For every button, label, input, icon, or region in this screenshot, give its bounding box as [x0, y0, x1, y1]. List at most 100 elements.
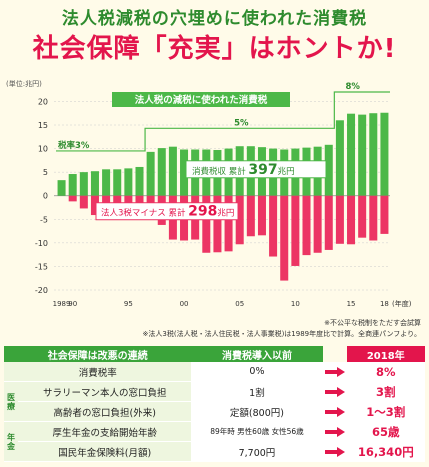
- x-tick-label: 10: [291, 300, 300, 308]
- row-label: 消費税率: [4, 362, 192, 382]
- chart-title-box: [112, 92, 290, 107]
- bar-corporate: [347, 195, 356, 245]
- bar-consumption: [113, 169, 122, 196]
- y-tick-label: 0: [43, 192, 48, 201]
- callout-consumption: 消費税収 累計 397兆円: [192, 162, 295, 178]
- arrow-right-icon: [322, 441, 347, 462]
- arrow-right-icon: [322, 362, 347, 382]
- arrow-right-icon: [322, 421, 347, 442]
- table-row: 消費税率 0% 8%: [4, 362, 425, 382]
- row-label: 高齢者の窓口負担(外来): [18, 401, 192, 422]
- callout-corporate-box: [95, 202, 239, 221]
- bar-consumption: [57, 180, 66, 196]
- table-header-2018: 2018年: [346, 346, 425, 362]
- bar-corporate: [269, 195, 278, 257]
- bar-chart: (単位:兆円) 20 15 10 5 0 -5 -10 -15 -20 税率3% 5% 8% 法人税の減税…: [6, 79, 412, 308]
- row-after: 3割: [346, 381, 425, 402]
- bar-corporate: [202, 195, 211, 253]
- y-tick-label: -20: [35, 286, 48, 295]
- x-tick-label: 00: [180, 300, 189, 308]
- table-row: 国民年金保険料(月額) 7,700円 16,340円: [4, 441, 425, 462]
- y-tick-label: 20: [38, 97, 48, 106]
- y-tick-label: 5: [43, 168, 48, 177]
- subtitle-heading: 法人税減税の穴埋めに使われた消費税: [61, 9, 368, 29]
- row-before: 89年時 男性60歳 女性56歳: [191, 421, 323, 442]
- row-after: 1～3割: [346, 401, 425, 422]
- main-title: 社会保障「充実」はホントか!: [32, 34, 397, 64]
- rate-label-5: 5%: [234, 118, 249, 128]
- row-label: 厚生年金の支給開始年齢: [18, 421, 192, 442]
- bar-consumption: [324, 144, 333, 196]
- bar-consumption: [124, 168, 133, 196]
- callout-consumption-box: [185, 160, 327, 179]
- x-unit-label: (年度): [392, 299, 412, 308]
- bar-corporate: [68, 195, 77, 202]
- chart-title: 法人税の減税に使われた消費税: [135, 94, 268, 106]
- table-row: 高齢者の窓口負担(外来) 定額(800円) 1～3割: [4, 401, 425, 422]
- bar-consumption: [135, 166, 144, 196]
- x-tick-label: 18: [380, 300, 389, 308]
- bar-consumption: [180, 149, 189, 196]
- x-tick-label: 15: [347, 300, 356, 308]
- bar-consumption: [335, 120, 344, 196]
- y-tick-label: -10: [35, 239, 48, 248]
- y-tick-label: 15: [38, 121, 48, 130]
- x-tick-label: 05: [235, 300, 244, 308]
- bar-consumption: [358, 114, 367, 196]
- bar-corporate: [302, 195, 311, 256]
- y-tick-label: 10: [38, 145, 48, 154]
- callout-corporate: 法人3税マイナス 累計 298兆円: [101, 204, 234, 220]
- table-header-topic: 社会保障は改悪の連続: [4, 346, 192, 362]
- bar-consumption: [102, 169, 111, 196]
- bar-corporate: [246, 195, 255, 237]
- x-tick-label: 1989: [53, 300, 71, 308]
- bar-corporate: [358, 195, 367, 238]
- bar-corporate: [235, 195, 244, 245]
- bar-corporate: [213, 195, 222, 253]
- bar-consumption: [369, 113, 378, 196]
- y-unit-label: (単位:兆円): [6, 79, 42, 88]
- row-after: 16,340円: [346, 441, 425, 462]
- tax-rate-line: [56, 91, 390, 152]
- bar-corporate: [324, 195, 333, 250]
- rate-label-3: 税率3%: [58, 140, 90, 151]
- category-medical: 医療: [4, 381, 18, 422]
- bar-consumption: [79, 172, 88, 196]
- row-label: サラリーマン本人の窓口負担: [18, 381, 192, 402]
- bar-corporate: [369, 195, 378, 241]
- table-row: 医療 サラリーマン本人の窓口負担 1割 3割: [4, 381, 425, 422]
- rate-label-8: 8%: [345, 82, 360, 92]
- note-2: ※法人3税(法人税・法人住民税・法人事業税)は1989年度比で計算。全商連パンフ…: [142, 330, 421, 338]
- bar-consumption: [90, 171, 99, 196]
- bar-corporate: [313, 195, 322, 253]
- y-tick-label: -15: [35, 262, 48, 271]
- bar-consumption: [68, 174, 77, 196]
- y-tick-label: -5: [40, 215, 48, 224]
- category-pension: 年金: [4, 421, 18, 462]
- row-after: 65歳: [346, 421, 425, 442]
- row-after: 8%: [346, 362, 425, 382]
- bar-corporate: [291, 195, 300, 266]
- bar-corporate: [79, 195, 88, 209]
- row-label: 国民年金保険料(月額): [18, 441, 192, 462]
- comparison-table: 社会保障は改悪の連続 消費税導入以前 2018年 消費税率 0% 8% 医療 サ…: [4, 346, 425, 462]
- x-tick-label: 95: [124, 300, 133, 308]
- bar-consumption: [168, 146, 177, 196]
- arrow-right-icon: [322, 401, 347, 422]
- table-row: 年金 厚生年金の支給開始年齢 89年時 男性60歳 女性56歳 65歳: [4, 421, 425, 462]
- bar-corporate: [380, 195, 389, 234]
- row-before: 1割: [191, 381, 323, 402]
- note-1: ※不公平な税制をただす会試算: [324, 319, 421, 327]
- bar-consumption: [347, 113, 356, 196]
- bar-consumption: [146, 151, 155, 196]
- bar-consumption: [380, 112, 389, 196]
- bar-corporate: [90, 195, 99, 216]
- row-before: 定額(800円): [191, 401, 323, 422]
- bar-corporate: [257, 195, 266, 236]
- row-before: 7,700円: [191, 441, 323, 462]
- table-header-before: 消費税導入以前: [191, 346, 323, 362]
- bar-corporate: [335, 195, 344, 244]
- row-before: 0%: [191, 362, 323, 382]
- arrow-right-icon: [322, 381, 347, 402]
- x-tick-label: 90: [68, 300, 77, 308]
